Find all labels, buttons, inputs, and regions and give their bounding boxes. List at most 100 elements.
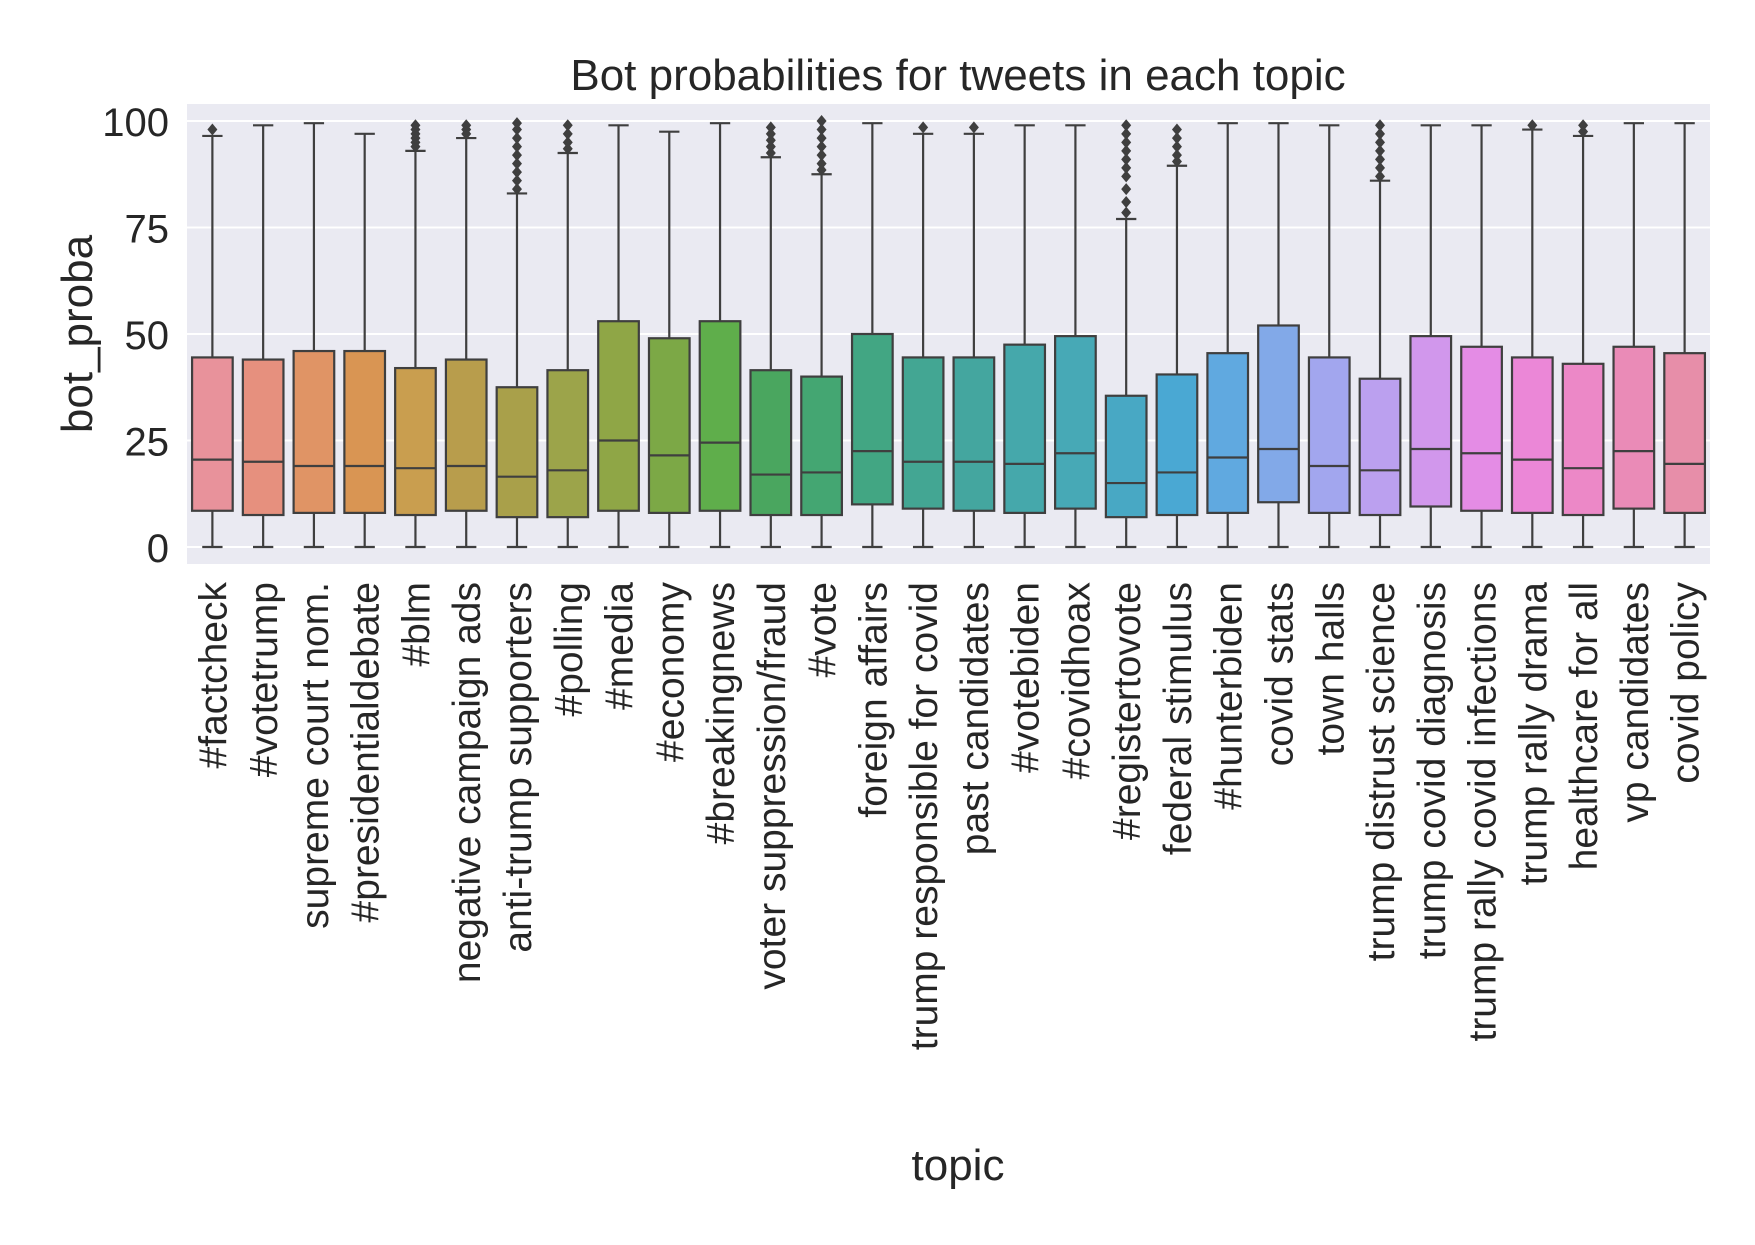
box-group [394, 119, 437, 549]
box-group [1510, 119, 1554, 549]
x-tick-label: #hunterbiden [1208, 582, 1251, 810]
x-tick-label: voter suppression/fraud [751, 582, 794, 990]
outlier-point [1375, 170, 1386, 183]
outlier-point [1375, 153, 1386, 166]
box-iqr [901, 356, 945, 510]
outlier-point [816, 164, 827, 177]
x-tick-label: #media [599, 582, 642, 710]
x-tick-label: #votetrump [243, 582, 286, 777]
outlier-point [1121, 170, 1132, 183]
x-tick-label: #blm [395, 582, 438, 667]
box-iqr [749, 369, 793, 517]
outlier-point [1578, 125, 1589, 138]
x-tick-label: trump rally drama [1512, 582, 1555, 886]
outlier-point [765, 146, 776, 159]
outlier-point [816, 140, 827, 153]
outlier-point [1121, 161, 1132, 174]
box-iqr [1054, 335, 1097, 510]
box-iqr [1409, 335, 1453, 508]
box-group [1460, 124, 1503, 549]
outlier-point [511, 132, 522, 145]
x-tick-label: negative campaign ads [446, 582, 489, 983]
x-tick-labels: #factcheck #votetrump supreme court nom. #p… [192, 582, 1707, 1051]
box-iqr [190, 356, 234, 512]
box-group [1409, 124, 1453, 549]
outlier-point [816, 157, 827, 170]
outlier-point [1121, 206, 1132, 219]
y-axis-label: bot_proba [53, 234, 102, 433]
box-group [597, 124, 640, 549]
outlier-point [1171, 123, 1182, 136]
outlier-point [816, 123, 827, 136]
box-iqr [1307, 356, 1351, 514]
outlier-point [511, 140, 522, 153]
box-iqr [1155, 373, 1199, 517]
box-iqr [800, 375, 843, 517]
box-group [546, 119, 590, 549]
box-iqr [495, 386, 539, 519]
box-iqr [444, 358, 488, 512]
outlier-point [562, 127, 573, 140]
box-iqr [1561, 362, 1605, 517]
box-iqr [597, 320, 640, 512]
outlier-point [765, 121, 776, 134]
box-iqr [647, 337, 691, 514]
outlier-point [1375, 161, 1386, 174]
box-group [698, 122, 742, 549]
outlier-point [1375, 136, 1386, 149]
outlier-point [1578, 119, 1589, 132]
box-iqr [850, 332, 894, 506]
box-group [190, 123, 234, 549]
outlier-point [918, 121, 929, 134]
outlier-point [1375, 119, 1386, 132]
box-iqr [241, 358, 285, 517]
box-group [1257, 122, 1300, 549]
box-iqr [292, 349, 336, 514]
x-tick-label: #presidentialdebate [345, 582, 388, 922]
x-tick-label: anti-trump supporters [497, 582, 540, 953]
outlier-point [1171, 149, 1182, 162]
y-tick-label: 100 [102, 101, 169, 145]
outlier-point [968, 121, 979, 134]
x-tick-label: trump rally covid infections [1462, 582, 1505, 1042]
box-iqr [1003, 343, 1047, 514]
box-group [952, 121, 996, 549]
outlier-point [1171, 140, 1182, 153]
box-group [292, 122, 336, 549]
x-tick-label: #registertovote [1106, 582, 1149, 840]
box-iqr [1460, 345, 1503, 512]
box-group [1054, 124, 1097, 549]
x-tick-label: federal stimulus [1157, 582, 1200, 855]
outlier-point [511, 174, 522, 187]
outlier-point [765, 134, 776, 147]
x-tick-label: #factcheck [192, 582, 235, 769]
outlier-point [765, 140, 776, 153]
box-iqr [1104, 394, 1148, 519]
box-group [1155, 123, 1199, 549]
outlier-point [511, 149, 522, 162]
box-group [1003, 124, 1047, 549]
x-tick-label: healthcare for all [1563, 582, 1606, 870]
x-tick-label: past candidates [954, 582, 997, 855]
outlier-point [511, 157, 522, 170]
outlier-point [1375, 127, 1386, 140]
x-tick-label: #votebiden [1005, 582, 1048, 773]
x-tick-label: trump responsible for covid [903, 582, 946, 1050]
outlier-point [1375, 144, 1386, 157]
outlier-point [207, 123, 218, 136]
y-tick-label: 0 [147, 527, 169, 571]
outlier-point [1121, 195, 1132, 208]
y-tick-label: 25 [125, 420, 170, 464]
box-group [343, 132, 387, 549]
outlier-point [816, 115, 827, 128]
outlier-point [765, 127, 776, 140]
outlier-point [1121, 183, 1132, 196]
outlier-point [816, 149, 827, 162]
x-tick-label: #polling [548, 582, 591, 716]
outlier-point [816, 132, 827, 145]
x-axis-label: topic [912, 1141, 1005, 1190]
x-tick-label: supreme court nom. [294, 582, 337, 929]
boxes [190, 115, 1707, 549]
box-group [800, 115, 843, 549]
